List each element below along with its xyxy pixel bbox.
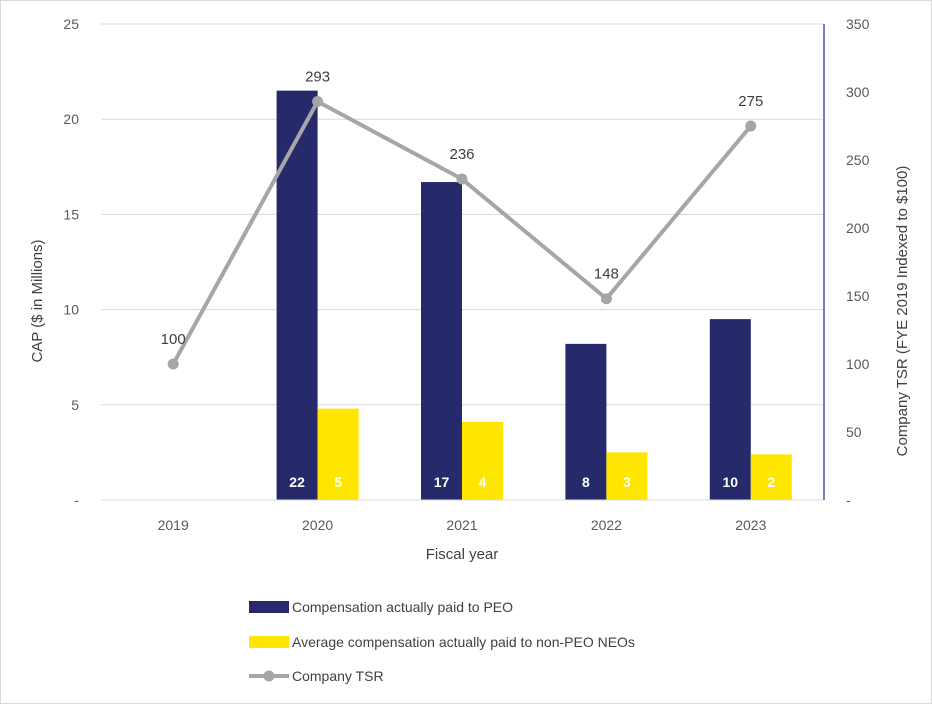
peo-bar: [565, 343, 607, 500]
legend-label: Average compensation actually paid to no…: [292, 634, 635, 650]
legend-swatch: [249, 601, 289, 613]
neo-bar: [317, 408, 359, 500]
y-tick-label: -: [74, 492, 79, 508]
y2-tick-label: 300: [846, 84, 870, 100]
x-tick-label: 2019: [158, 517, 189, 533]
neo-bar: [750, 454, 792, 500]
y2-tick-label: 100: [846, 356, 870, 372]
legend-label: Compensation actually paid to PEO: [292, 599, 513, 615]
legend: Compensation actually paid to PEO Average…: [249, 599, 635, 684]
legend-swatch: [249, 636, 289, 648]
legend-label: Company TSR: [292, 668, 384, 684]
peo-bar: [276, 90, 318, 500]
peo-bar-label: 10: [723, 474, 739, 490]
y2-tick-label: 350: [846, 16, 870, 32]
neo-bar: [462, 421, 503, 500]
tsr-point: [745, 120, 757, 132]
data-labels: 22 17 8 10 5 4 3 2 100 293 236 148 275: [161, 69, 776, 490]
y2-tick-label: -: [846, 492, 851, 508]
y2-tick-label: 250: [846, 152, 870, 168]
tsr-label: 236: [449, 146, 474, 163]
bars: [276, 90, 792, 501]
legend-marker: [263, 670, 275, 682]
neo-bar-label: 3: [623, 474, 631, 490]
x-axis-title: Fiscal year: [426, 546, 499, 563]
tsr-point: [600, 293, 612, 305]
y2-axis-title: Company TSR (FYE 2019 Indexed to $100): [894, 166, 911, 457]
y2-tick-label: 50: [846, 424, 862, 440]
y2-tick-label: 200: [846, 220, 870, 236]
y-axis-title: CAP ($ in Millions): [29, 239, 46, 362]
tsr-point: [456, 173, 468, 185]
peo-bar-label: 22: [289, 474, 305, 490]
x-tick-label: 2020: [302, 517, 333, 533]
peo-bar: [709, 319, 751, 500]
neo-bar-label: 4: [479, 474, 487, 490]
tsr-line: [167, 96, 757, 370]
tsr-point: [312, 96, 324, 108]
peo-bar-label: 8: [582, 474, 590, 490]
neo-bar-label: 2: [767, 474, 775, 490]
y-tick-label: 10: [63, 302, 79, 318]
neo-bar: [606, 452, 648, 500]
tsr-label: 148: [594, 266, 619, 283]
peo-bar: [421, 182, 462, 501]
neo-bar-label: 5: [334, 474, 342, 490]
tsr-point: [167, 358, 179, 370]
y-tick-label: 5: [71, 397, 79, 413]
y-tick-label: 15: [63, 206, 79, 222]
tsr-label: 275: [738, 93, 763, 110]
tsr-label: 100: [161, 331, 186, 348]
x-tick-label: 2021: [446, 517, 477, 533]
y2-tick-label: 150: [846, 288, 870, 304]
y-tick-label: 25: [63, 16, 79, 32]
x-tick-label: 2022: [591, 517, 622, 533]
x-tick-label: 2023: [735, 517, 766, 533]
tsr-label: 293: [305, 69, 330, 86]
peo-bar-label: 17: [434, 474, 450, 490]
y-tick-label: 20: [63, 111, 79, 127]
